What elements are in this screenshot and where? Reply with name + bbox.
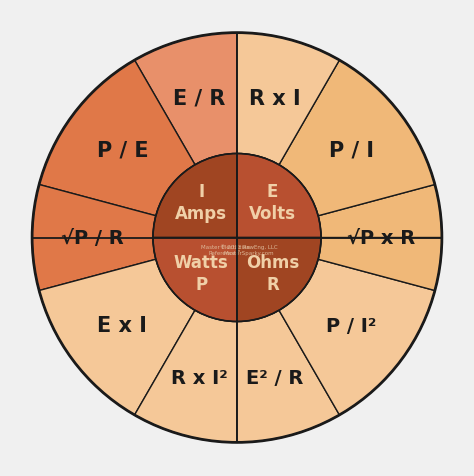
Wedge shape [39,61,195,216]
Wedge shape [318,238,442,291]
Wedge shape [279,61,435,216]
Text: P / E: P / E [97,140,148,160]
Wedge shape [318,185,442,238]
Wedge shape [237,33,339,165]
Wedge shape [135,311,237,443]
Text: P / I: P / I [329,140,374,160]
Text: I
Amps: I Amps [175,182,228,222]
Text: Ohms
R: Ohms R [246,254,299,294]
Wedge shape [39,260,195,415]
Text: E x I: E x I [98,316,147,336]
Text: Master Electrician
Reference™: Master Electrician Reference™ [201,245,250,255]
Wedge shape [153,154,237,238]
Text: √P / R: √P / R [61,228,124,248]
Text: √P x R: √P x R [347,228,416,248]
Text: E
Volts: E Volts [249,182,296,222]
Wedge shape [32,185,156,291]
Text: E² / R: E² / R [246,368,303,387]
Wedge shape [237,311,339,443]
Text: R x I: R x I [248,89,300,109]
Wedge shape [279,260,435,415]
Wedge shape [237,154,321,238]
Text: © 2013 PawEng, LLC
MasterSparky.com: © 2013 PawEng, LLC MasterSparky.com [220,244,278,256]
Text: E / R: E / R [173,89,226,109]
Wedge shape [153,238,237,322]
Text: R x I²: R x I² [171,368,228,387]
Wedge shape [237,238,321,322]
Text: P / I²: P / I² [327,316,377,335]
Wedge shape [135,33,237,165]
Text: Watts
P: Watts P [174,254,229,294]
